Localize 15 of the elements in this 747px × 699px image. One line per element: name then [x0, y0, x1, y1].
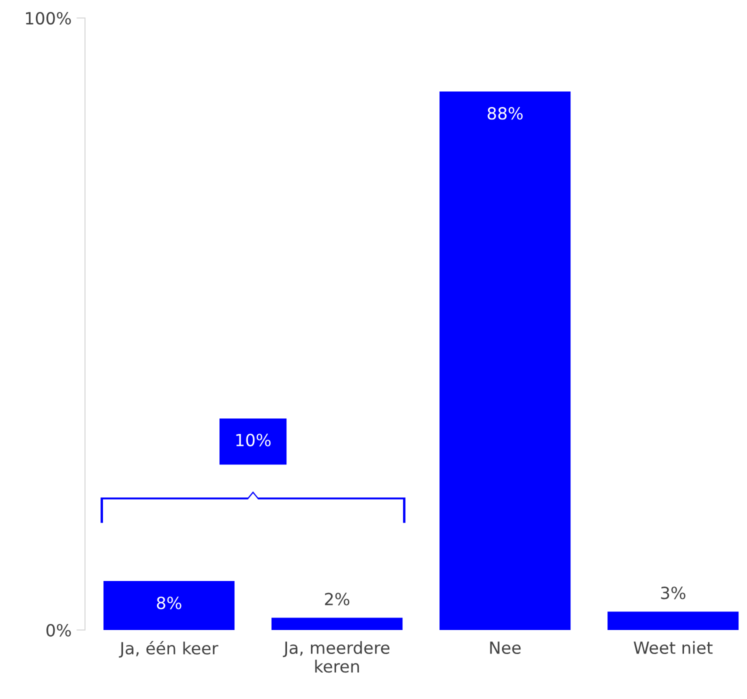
y-tick-label: 0%: [46, 624, 71, 637]
x-tick-label: Ja, meerdere keren: [282, 641, 390, 673]
data-label: 88%: [488, 107, 523, 120]
bar: [272, 618, 403, 630]
x-tick-label: Ja, één keer: [118, 640, 218, 658]
data-label: 3%: [661, 586, 686, 600]
annotation: 10%: [236, 434, 271, 446]
bar: [103, 581, 235, 630]
x-tick-label: Weet niet: [634, 641, 713, 654]
data-label: 2%: [325, 592, 350, 606]
bar: [440, 91, 571, 630]
y-tick-label: 100%: [26, 12, 71, 25]
data-label: 8%: [156, 596, 182, 610]
bar: [608, 612, 739, 630]
x-tick-label: Nee: [490, 642, 521, 654]
